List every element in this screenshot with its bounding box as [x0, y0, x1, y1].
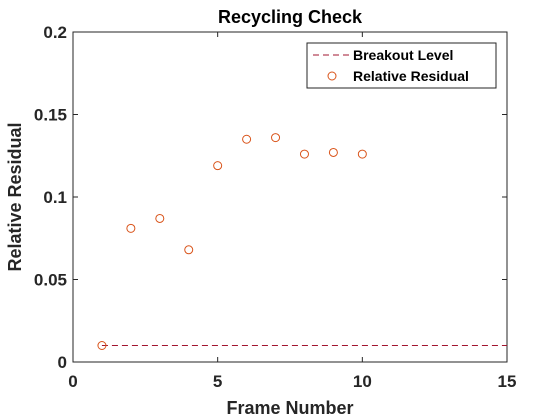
data-point [271, 133, 281, 143]
legend-label-breakout-level: Breakout Level [353, 47, 453, 63]
data-point [299, 149, 309, 159]
y-tick-label: 0 [58, 353, 67, 372]
y-tick-label: 0.1 [43, 188, 67, 207]
y-tick-label: 0.2 [43, 23, 67, 42]
x-axis-title: Frame Number [226, 398, 353, 418]
x-tick-label: 5 [213, 372, 222, 391]
x-tick-label: 10 [353, 372, 372, 391]
data-point [184, 245, 194, 255]
x-tick-label: 15 [498, 372, 517, 391]
data-point [242, 134, 252, 144]
data-point [155, 213, 165, 223]
y-tick-label: 0.05 [34, 271, 67, 290]
data-point [213, 161, 223, 171]
legend[interactable]: Breakout Level Relative Residual [306, 42, 497, 89]
data-point [97, 341, 107, 350]
y-axis-title: Relative Residual [5, 122, 25, 271]
data-point [126, 223, 136, 233]
data-point [357, 149, 367, 159]
chart-title: Recycling Check [218, 7, 363, 27]
legend-box [306, 42, 497, 89]
x-axis: 0 5 10 15 [68, 32, 516, 391]
legend-circle-marker-icon [327, 71, 337, 81]
y-tick-label: 0.15 [34, 106, 67, 125]
y-axis: 0 0.05 0.1 0.15 0.2 [34, 23, 507, 372]
x-tick-label: 0 [68, 372, 77, 391]
series-layer [97, 133, 507, 350]
legend-label-relative-residual: Relative Residual [353, 68, 469, 84]
data-point [328, 147, 338, 157]
